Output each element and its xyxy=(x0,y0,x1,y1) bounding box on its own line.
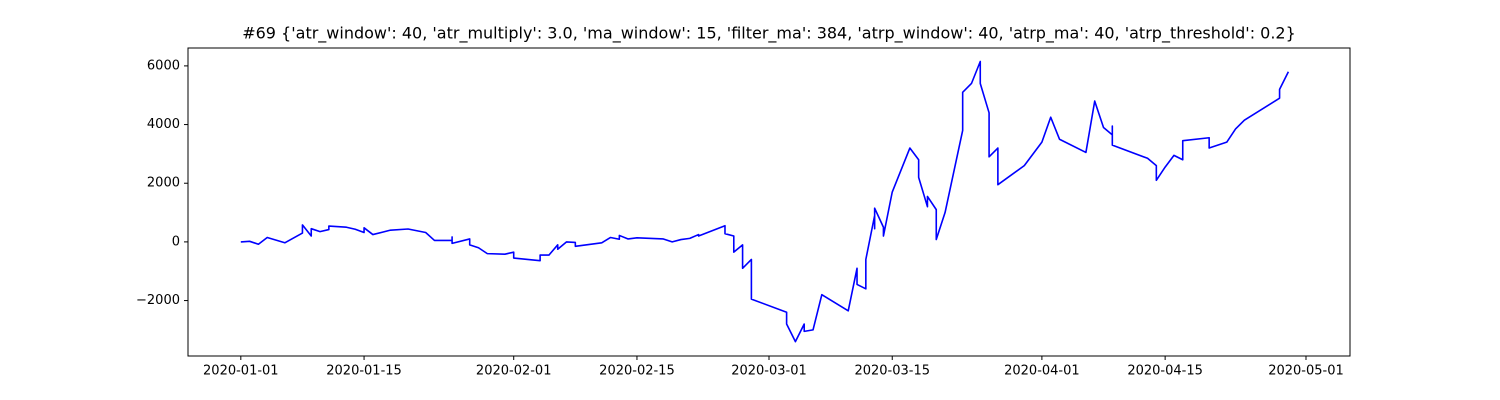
x-tick-label: 2020-04-01 xyxy=(1004,364,1080,379)
x-tick-label: 2020-02-01 xyxy=(476,364,552,379)
x-tick-label: 2020-01-15 xyxy=(326,364,402,379)
y-tick-label: 2000 xyxy=(147,176,180,191)
x-tick-label: 2020-02-15 xyxy=(599,364,675,379)
x-tick-label: 2020-04-15 xyxy=(1127,364,1203,379)
y-tick-label: 0 xyxy=(172,234,180,249)
x-tick-label: 2020-05-01 xyxy=(1268,364,1344,379)
x-tick-label: 2020-01-01 xyxy=(203,364,279,379)
axes-frame xyxy=(187,47,1351,357)
chart-title: #69 {'atr_window': 40, 'atr_multiply': 3… xyxy=(242,24,1296,44)
y-tick-label: −2000 xyxy=(136,293,180,308)
y-tick-label: 6000 xyxy=(147,58,180,73)
x-tick-label: 2020-03-01 xyxy=(731,364,807,379)
x-tick-label: 2020-03-15 xyxy=(854,364,930,379)
y-tick-label: 4000 xyxy=(147,117,180,132)
data-line xyxy=(240,60,1290,343)
